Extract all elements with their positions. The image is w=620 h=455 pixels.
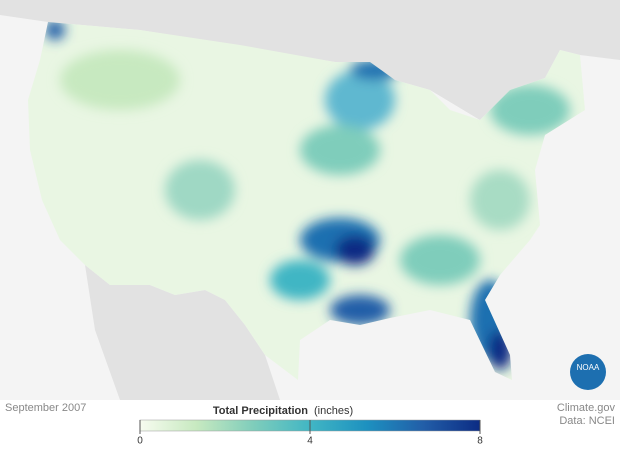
date: September 2007 — [5, 402, 86, 414]
legend-units: (inches) — [314, 405, 353, 417]
precip-pattern — [45, 22, 570, 370]
tick-label: 0 — [137, 436, 143, 447]
tick-label: 8 — [477, 436, 483, 447]
legend-title: Total Precipitation — [213, 405, 308, 417]
canada — [0, 0, 620, 120]
data-credit: Data: NCEI — [559, 415, 615, 427]
mexico — [85, 265, 280, 400]
logo-text: NOAA — [577, 363, 600, 372]
source: Climate.gov — [557, 402, 616, 414]
colorbar-ticks: 0 4 8 — [137, 420, 483, 447]
logo — [570, 354, 606, 390]
tick-label: 4 — [307, 436, 313, 447]
